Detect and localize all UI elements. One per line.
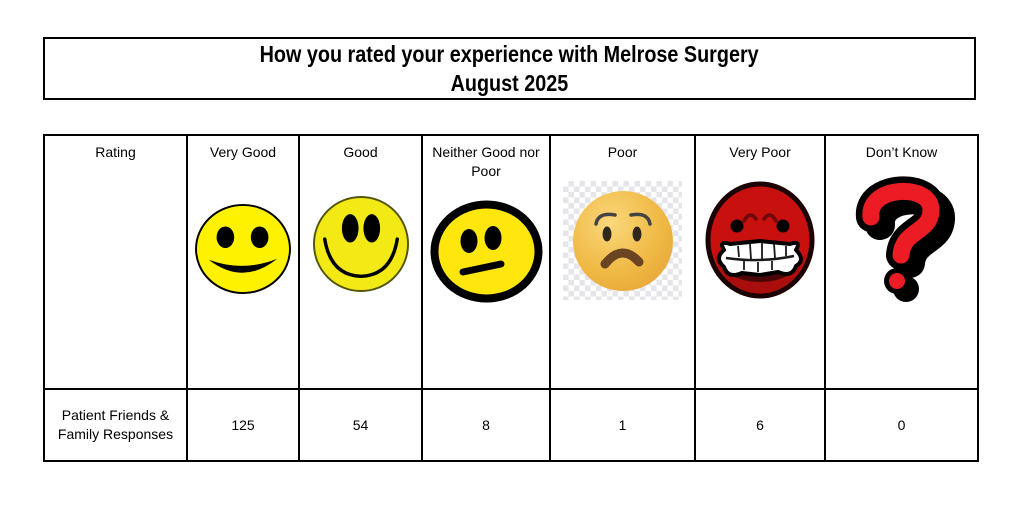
- very-poor-angry-smiley-icon: [705, 181, 815, 299]
- column-header-label: Good: [343, 144, 378, 160]
- column-header-label: Neither Good nor Poor: [432, 144, 540, 179]
- transparency-checkerboard: [563, 181, 682, 300]
- column-very-poor: Very Poor: [694, 134, 826, 390]
- column-neither: Neither Good nor Poor: [421, 134, 551, 390]
- title-box: How you rated your experience with Melro…: [43, 37, 976, 100]
- rating-header-cell: Rating: [43, 134, 188, 390]
- column-header-label: Very Good: [209, 144, 277, 160]
- very-good-smiley-icon: [195, 203, 291, 295]
- response-count-very-good: 125: [186, 388, 300, 462]
- column-header-label: Poor: [607, 144, 638, 160]
- response-count-neither: 8: [421, 388, 551, 462]
- page-subtitle: August 2025: [450, 69, 569, 96]
- column-header-label: Don’t Know: [865, 144, 938, 160]
- poor-worried-emoji-icon: [572, 190, 673, 291]
- column-dont-know: Don’t Know: [824, 134, 979, 390]
- neutral-smiley-icon: [430, 200, 542, 303]
- dont-know-question-mark-icon: [855, 176, 955, 302]
- page-title: How you rated your experience with Melro…: [259, 40, 760, 67]
- row-label: Patient Friends & Family Responses: [43, 388, 188, 462]
- responses-row: Patient Friends & Family Responses 125 5…: [43, 388, 979, 462]
- rating-header-label: Rating: [95, 144, 136, 160]
- response-count-dont-know: 0: [824, 388, 979, 462]
- response-count-good: 54: [298, 388, 423, 462]
- good-smiley-icon: [312, 195, 409, 293]
- column-good: Good: [298, 134, 423, 390]
- ratings-table: Rating Very Good Good: [43, 134, 979, 462]
- column-very-good: Very Good: [186, 134, 300, 390]
- column-header-label: Very Poor: [729, 144, 791, 160]
- header-row: Rating Very Good Good: [43, 134, 979, 390]
- response-count-very-poor: 6: [694, 388, 826, 462]
- response-count-poor: 1: [549, 388, 696, 462]
- column-poor: Poor: [549, 134, 696, 390]
